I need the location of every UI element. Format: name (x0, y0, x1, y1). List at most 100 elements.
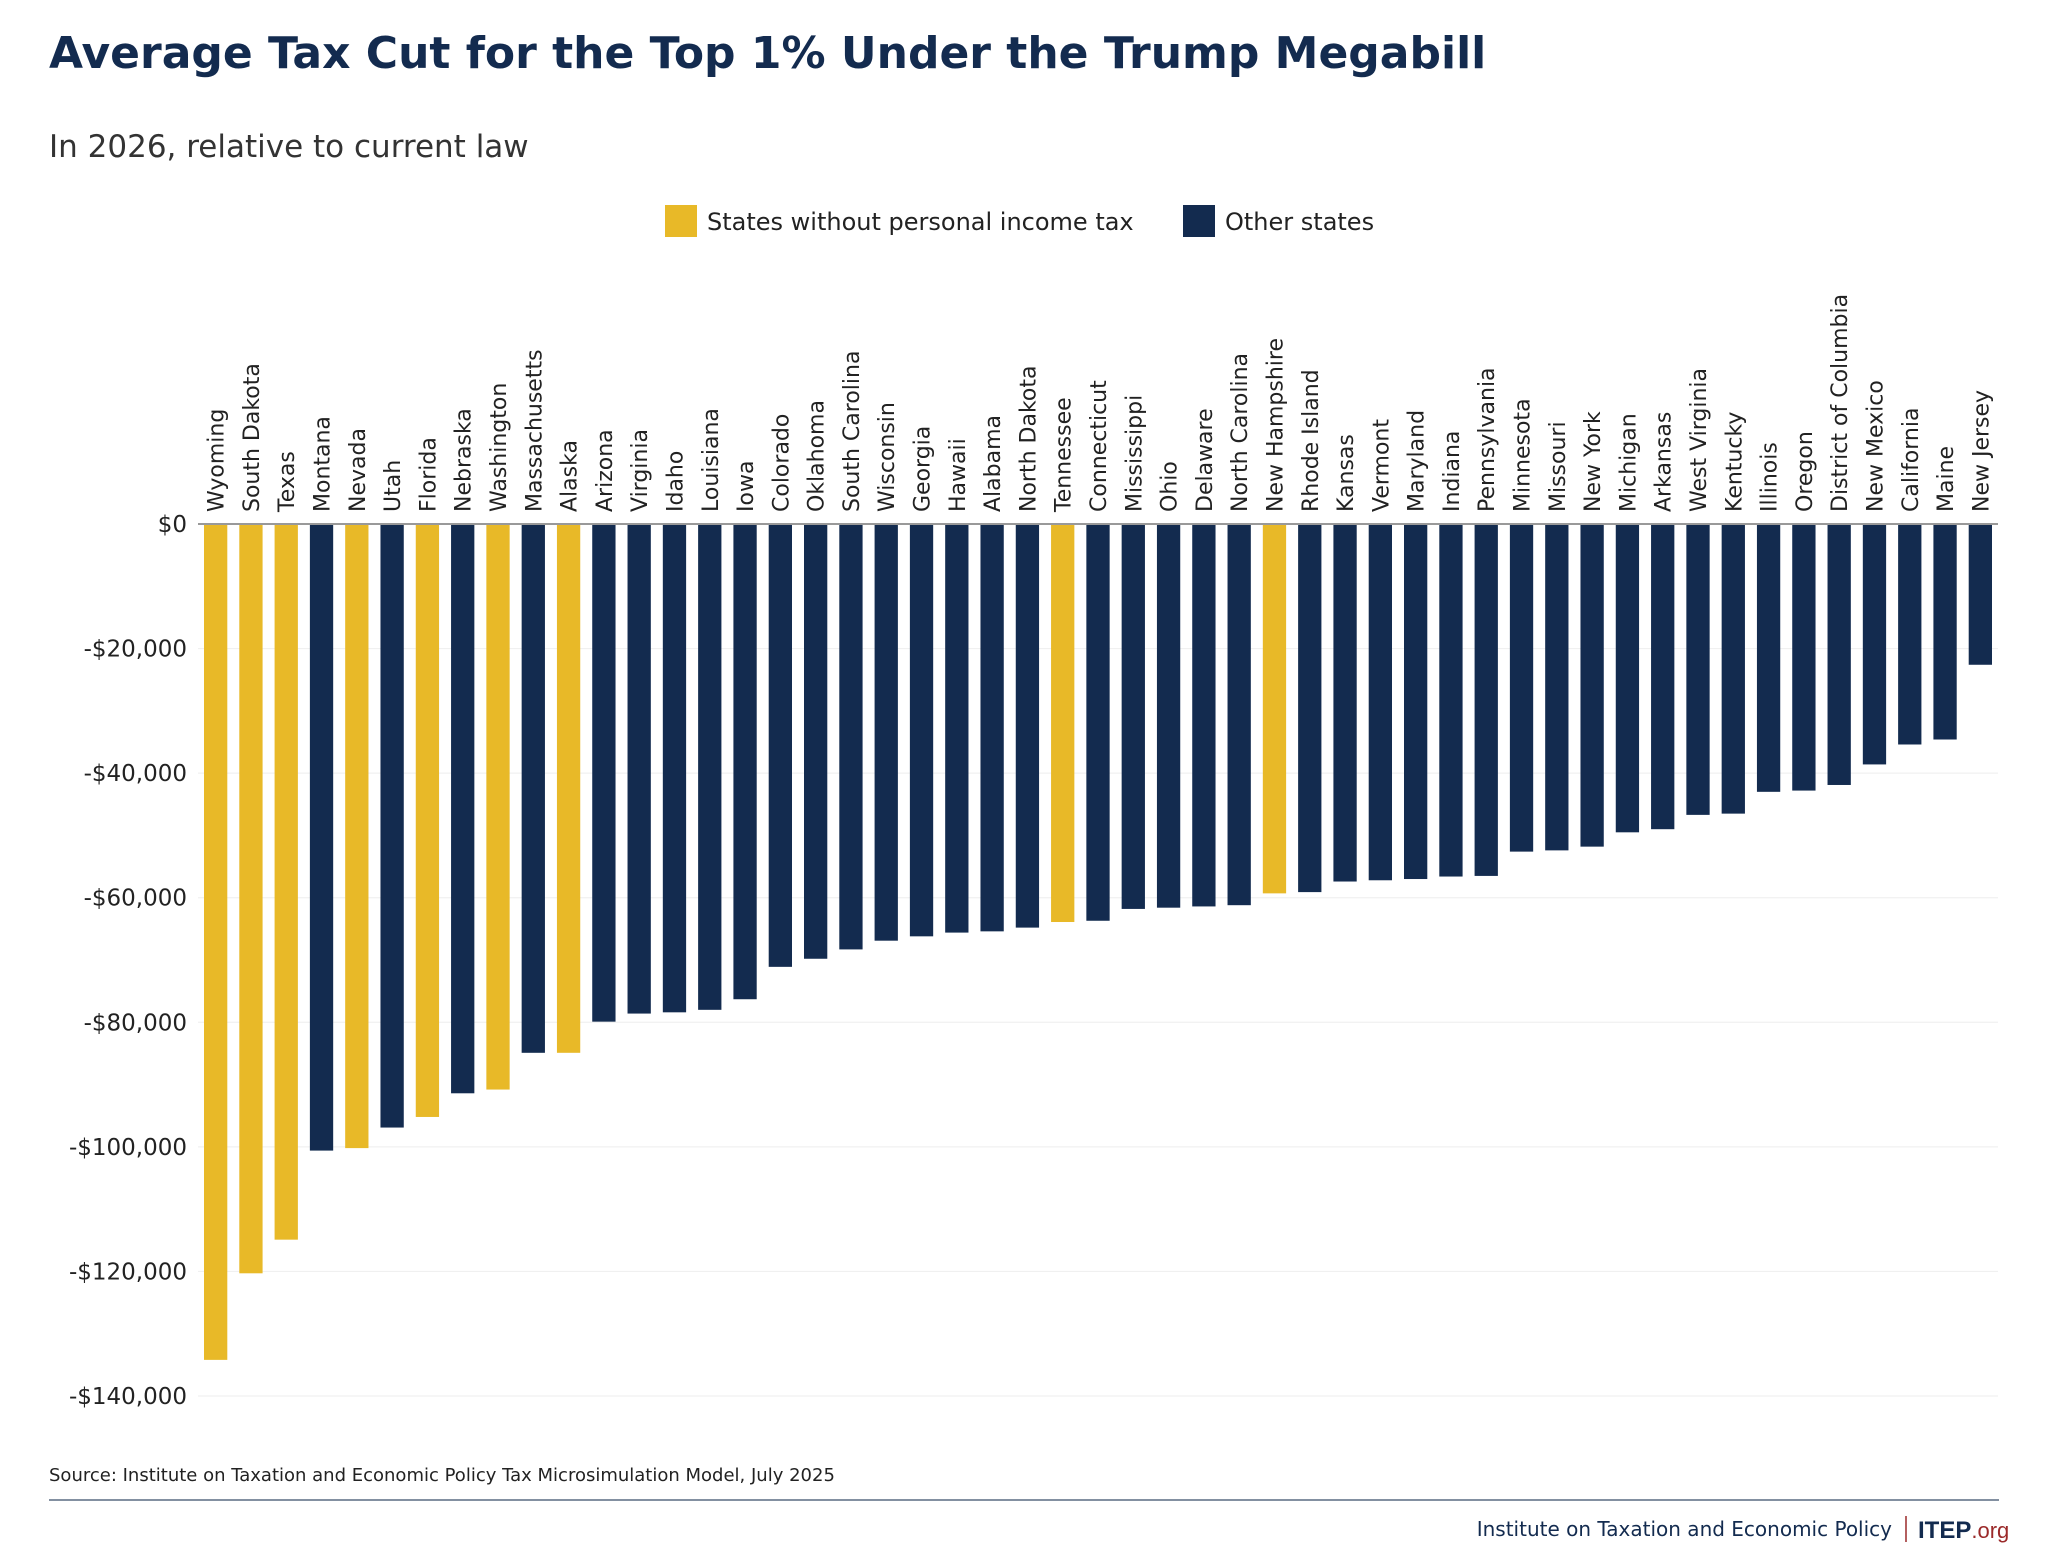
bar-oregon (1792, 524, 1816, 791)
bars (204, 524, 1992, 1360)
y-tick-label: -$60,000 (84, 886, 187, 912)
bar-alaska (556, 524, 581, 1053)
bar-massachusetts (521, 524, 545, 1053)
x-tick-label: North Dakota (1016, 366, 1041, 512)
x-tick-label: Alabama (981, 415, 1006, 512)
x-tick-label: Alaska (558, 440, 583, 512)
x-tick-label: Massachusetts (522, 349, 547, 512)
bar-arizona (592, 524, 616, 1022)
x-tick-label: Nevada (346, 428, 371, 512)
x-tick-label: Delaware (1193, 408, 1218, 512)
chart-title: Average Tax Cut for the Top 1% Under the… (49, 28, 1486, 79)
y-tick-label: -$20,000 (84, 637, 187, 663)
x-tick-label: Tennessee (1052, 397, 1077, 513)
y-tick-label: -$120,000 (69, 1259, 187, 1285)
bar-louisiana (698, 524, 722, 1010)
bar-california (1898, 524, 1922, 745)
bar-virginia (627, 524, 651, 1014)
legend-swatch-other (1183, 205, 1215, 237)
bar-oklahoma (804, 524, 828, 959)
bar-illinois (1756, 524, 1781, 792)
x-axis-labels: Wyoming South Dakota Texas Montana Nevada Uta… (205, 294, 1995, 513)
bar-arkansas (1651, 524, 1675, 830)
x-tick-label: Missouri (1546, 421, 1571, 512)
x-tick-label: South Dakota (240, 363, 265, 512)
x-tick-label: Hawaii (946, 438, 971, 512)
legend-label-no-pit: States without personal income tax (707, 208, 1134, 236)
x-tick-label: Washington (487, 383, 512, 512)
x-tick-label: Oregon (1793, 431, 1818, 512)
y-axis: $0 -$20,000 -$40,000 -$60,000 -$80,000 -$100,… (69, 512, 187, 1410)
y-tick-label: -$140,000 (69, 1384, 187, 1410)
bar-mississippi (1121, 524, 1145, 909)
x-tick-label: Utah (381, 460, 406, 512)
bar-texas (274, 524, 298, 1240)
svg-text:ITEP.org: ITEP.org (1918, 1517, 2009, 1544)
bar-pennsylvania (1474, 524, 1498, 876)
x-tick-label: Michigan (1616, 413, 1641, 512)
x-tick-label: Vermont (1369, 419, 1394, 512)
bar-north-carolina (1227, 524, 1251, 906)
bar-kentucky (1721, 524, 1745, 814)
bar-colorado (768, 524, 792, 967)
bar-nevada (345, 524, 369, 1149)
bar-maryland (1404, 524, 1428, 880)
bar-vermont (1368, 524, 1392, 881)
x-tick-label: Nebraska (452, 408, 477, 512)
bar-georgia (909, 524, 934, 937)
x-tick-label: Maryland (1405, 410, 1430, 512)
bar-district-of-columbia (1827, 524, 1851, 785)
bar-north-dakota (1015, 524, 1040, 928)
x-tick-label: California (1899, 408, 1924, 512)
bar-new-mexico (1862, 524, 1887, 765)
bar-iowa (733, 524, 757, 1000)
x-tick-label: Oklahoma (805, 400, 830, 512)
bar-south-dakota (239, 524, 263, 1274)
x-tick-label: Maine (1934, 446, 1959, 512)
x-tick-label: South Carolina (840, 351, 865, 512)
x-tick-label: Arizona (593, 429, 618, 512)
x-tick-label: Colorado (769, 414, 794, 512)
bar-rhode-island (1298, 524, 1322, 893)
bar-south-carolina (839, 524, 863, 950)
x-tick-label: Wyoming (205, 409, 230, 512)
legend-label-other: Other states (1225, 208, 1374, 236)
x-tick-label: Illinois (1758, 442, 1783, 512)
x-tick-label: Pennsylvania (1475, 367, 1500, 512)
bar-ohio (1156, 524, 1181, 908)
source-note: Source: Institute on Taxation and Econom… (49, 1465, 835, 1486)
x-tick-label: Arkansas (1652, 412, 1677, 512)
x-tick-label: District of Columbia (1828, 294, 1853, 512)
bar-florida (415, 524, 440, 1117)
x-tick-label: Virginia (628, 429, 653, 512)
footer-org-name: Institute on Taxation and Economic Polic… (1477, 1517, 1892, 1541)
bar-west-virginia (1686, 524, 1710, 815)
x-tick-label: Idaho (663, 451, 688, 512)
legend: States without personal income tax Other… (665, 205, 1374, 237)
x-tick-label: Indiana (1440, 431, 1465, 512)
bar-washington (486, 524, 510, 1090)
bar-minnesota (1509, 524, 1534, 852)
bar-missouri (1545, 524, 1569, 851)
x-tick-label: North Carolina (1228, 353, 1253, 512)
x-tick-label: Connecticut (1087, 380, 1112, 512)
y-tick-label: -$40,000 (84, 761, 187, 787)
x-tick-label: Texas (275, 451, 300, 513)
x-tick-label: Ohio (1158, 461, 1183, 512)
x-tick-label: Kentucky (1722, 412, 1747, 512)
y-tick-label: -$80,000 (84, 1010, 187, 1036)
x-tick-label: New Jersey (1969, 390, 1994, 512)
x-tick-label: New Hampshire (1263, 338, 1288, 512)
x-tick-label: Iowa (734, 461, 759, 512)
x-tick-label: Louisiana (699, 408, 724, 512)
bar-montana (309, 524, 334, 1151)
bar-alabama (980, 524, 1004, 932)
itep-logo: ITEP.org (1918, 1517, 2009, 1544)
x-tick-label: Rhode Island (1299, 369, 1324, 512)
x-tick-label: Wisconsin (875, 402, 900, 512)
bar-indiana (1439, 524, 1463, 877)
bar-idaho (662, 524, 687, 1013)
bar-michigan (1615, 524, 1640, 833)
bar-new-jersey (1968, 524, 1992, 665)
